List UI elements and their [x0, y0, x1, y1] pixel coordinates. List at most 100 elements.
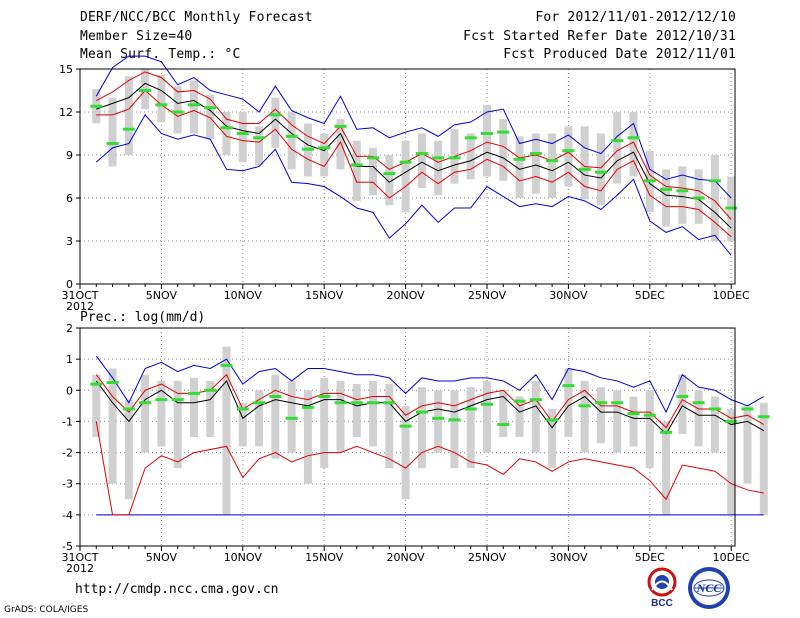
precip-spread-box	[336, 380, 345, 453]
temp-xtick-year: 2012	[66, 300, 94, 313]
temp-xtick-label: 5DEC	[635, 289, 665, 302]
temp-spread-box	[548, 133, 557, 198]
precip-xtick-label: 10DEC	[713, 551, 750, 564]
temp-spread-box	[662, 169, 671, 227]
website-url[interactable]: http://cmdp.ncc.cma.gov.cn	[75, 582, 279, 597]
precip-sd-lower-line	[95, 421, 764, 516]
temp-spread-box	[483, 104, 491, 177]
forecast-period: For 2012/11/01-2012/12/10	[535, 10, 736, 25]
temp-ytick-label: 0	[66, 278, 73, 291]
precip-spread-box	[417, 387, 426, 469]
precip-spread-box	[694, 390, 703, 447]
precip-spread-box	[580, 380, 589, 453]
precip-spread-box	[271, 374, 280, 459]
precip-spread-box	[189, 377, 198, 437]
temp-spread-box	[108, 97, 117, 167]
member-size: Member Size=40	[80, 29, 193, 44]
grads-credit: GrADS: COLA/IGES	[4, 605, 89, 615]
temp-spread-box	[369, 147, 378, 196]
temp-ytick-label: 12	[59, 106, 73, 119]
precip-spread-box	[157, 380, 166, 447]
temp-spread-box	[271, 97, 280, 148]
temp-ytick-label: 6	[66, 192, 73, 205]
precip-ytick-label: -3	[62, 478, 73, 491]
precip-ytick-label: -4	[62, 509, 73, 522]
temp-spread-box	[255, 126, 264, 166]
ncc-logo: NCC	[688, 567, 730, 609]
precip-title: Prec.: log(mm/d)	[80, 310, 206, 325]
temp-xtick-label: 25NOV	[468, 289, 507, 302]
temp-xtick-label: 5NOV	[146, 289, 178, 302]
precip-spread-box	[369, 380, 378, 447]
temp-spread-box	[189, 80, 198, 134]
precip-xtick-label: 15NOV	[305, 551, 344, 564]
bcc-logo: BCC	[647, 567, 677, 609]
precip-spread-box	[662, 421, 671, 515]
precip-spread-box	[727, 408, 736, 515]
temp-xtick-label: 10NOV	[224, 289, 263, 302]
precip-spread-box	[124, 399, 133, 500]
temp-frame	[79, 68, 736, 285]
ncc-logo-text: NCC	[696, 581, 723, 595]
temp-spread-box	[434, 140, 443, 196]
temp-spread-box	[629, 112, 638, 177]
precip-xtick-year: 2012	[66, 562, 94, 575]
precip-spread-box	[629, 396, 638, 447]
precip-ytick-label: 1	[66, 353, 73, 366]
precip-spread-box	[483, 380, 491, 453]
temp-ytick-label: 3	[66, 235, 73, 248]
precip-spread-box	[710, 396, 719, 453]
precip-spread-box	[303, 390, 312, 484]
temp-spread-box	[710, 155, 719, 241]
temp-spread-box	[531, 133, 540, 194]
precip-xtick-label: 5NOV	[146, 551, 178, 564]
temp-mean-line	[96, 82, 732, 229]
temp-spread-box	[124, 76, 133, 155]
temp-spread-box	[401, 140, 410, 213]
precip-spread-box	[596, 387, 605, 444]
temp-xtick-label: 30NOV	[549, 289, 588, 302]
precip-mean-line	[95, 380, 765, 435]
temp-min-line	[95, 114, 732, 256]
chart-title: DERF/NCC/BCC Monthly Forecast	[80, 10, 313, 25]
precip-ytick-label: -1	[62, 415, 73, 428]
variable-label: Mean Surf. Temp.: °C	[80, 47, 241, 62]
precip-spread-box	[613, 390, 622, 453]
temp-spread-box	[352, 140, 361, 201]
precip-xtick-label: 31OCT	[61, 551, 98, 564]
precip-xtick-label: 30NOV	[549, 551, 588, 564]
precip-spread-box	[255, 390, 264, 447]
precip-spread-box	[206, 380, 215, 437]
precip-xtick-label: 10NOV	[224, 551, 263, 564]
precip-max-line	[95, 355, 765, 414]
precip-spread-box	[515, 396, 524, 437]
precip-spread-box	[466, 387, 475, 469]
precip-xtick-label: 20NOV	[386, 551, 425, 564]
temp-xtick-label: 20NOV	[386, 289, 425, 302]
temp-xtick-label: 31OCT	[61, 289, 98, 302]
precip-spread-box	[434, 390, 443, 453]
precip-spread-box	[678, 374, 687, 434]
precip-spread-box	[499, 390, 508, 437]
precip-spread-box	[743, 405, 752, 484]
precip-ytick-label: -2	[62, 447, 73, 460]
temp-spread-box	[515, 136, 524, 198]
temp-spread-box	[238, 112, 247, 163]
precip-ytick-label: 2	[66, 322, 73, 335]
precip-spread-box	[108, 368, 117, 484]
precip-spread-box	[173, 380, 182, 469]
temp-max-line	[95, 55, 732, 199]
precip-frame	[79, 327, 736, 547]
precip-spread-box	[385, 384, 394, 469]
temp-ytick-label: 9	[66, 149, 73, 162]
temp-spread-box	[417, 133, 426, 188]
temp-spread-box	[320, 133, 329, 177]
precip-spread-box	[287, 380, 296, 453]
precip-spread-box	[92, 374, 101, 437]
precip-spread-box	[401, 405, 410, 500]
temp-spread-box	[580, 126, 589, 200]
temp-spread-box	[466, 133, 475, 180]
